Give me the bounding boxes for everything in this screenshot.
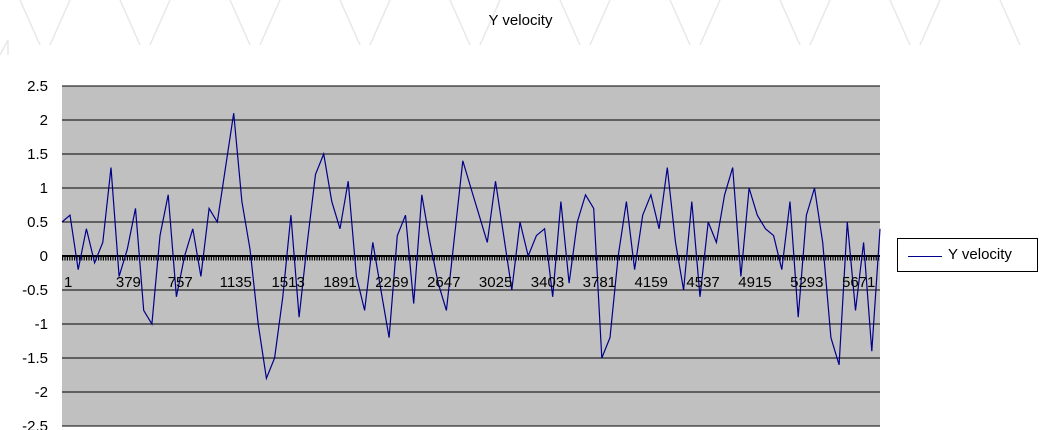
- x-tick-label: 4537: [686, 274, 719, 291]
- series-line: [61, 113, 881, 381]
- x-tick-label: 2647: [427, 274, 460, 291]
- x-tick-label: 1513: [271, 274, 304, 291]
- y-tick-label: -2.5: [22, 418, 48, 430]
- x-tick-label: 1: [64, 274, 72, 291]
- y-tick-label: -1: [35, 316, 48, 333]
- x-tick-label: 5671: [842, 274, 875, 291]
- x-tick-label: 3025: [479, 274, 512, 291]
- y-tick-label: 2.5: [27, 78, 48, 95]
- legend: Y velocity: [897, 238, 1038, 272]
- x-tick-label: 1135: [220, 274, 252, 291]
- chart-title: Y velocity: [488, 12, 553, 29]
- x-tick-label: 4159: [635, 274, 668, 291]
- x-tick-label: 2269: [375, 274, 408, 291]
- y-tick-label: -2: [35, 384, 48, 401]
- x-tick-label: 5293: [790, 274, 823, 291]
- watermark: [0, 0, 1021, 56]
- x-tick-label: 379: [116, 274, 141, 291]
- x-tick-label: 757: [168, 274, 193, 291]
- x-tick-label: 4915: [738, 274, 771, 291]
- y-tick-label: 0: [40, 248, 48, 265]
- y-tick-label: 0.5: [27, 214, 48, 231]
- y-tick-label: 1: [40, 180, 48, 197]
- x-tick-label: 1891: [323, 274, 356, 291]
- x-tick-label: 3403: [531, 274, 564, 291]
- y-tick-label: 1.5: [27, 146, 48, 163]
- legend-line-swatch: [908, 256, 942, 257]
- legend-label: Y velocity: [948, 246, 1012, 263]
- y-tick-label: -1.5: [22, 350, 48, 367]
- y-tick-label: 2: [40, 112, 48, 129]
- y-tick-label: -0.5: [22, 282, 48, 299]
- x-tick-label: 3781: [583, 274, 616, 291]
